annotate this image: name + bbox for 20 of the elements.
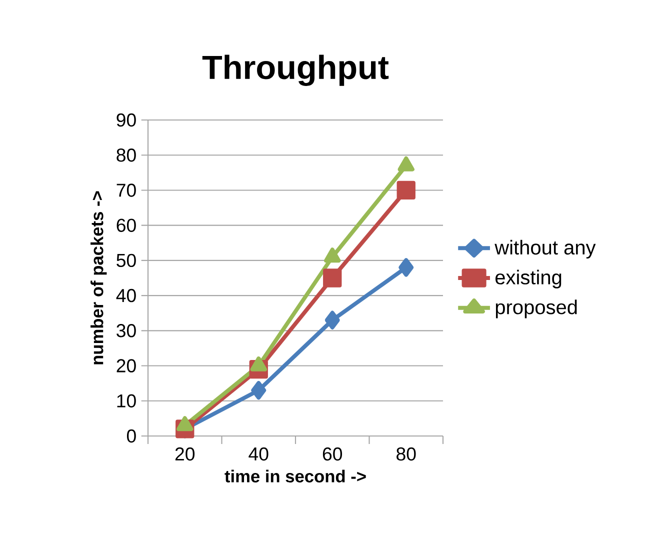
y-tick-label: 40 [116, 288, 136, 302]
chart-title: Throughput [202, 54, 389, 86]
x-tick-label: 60 [322, 447, 342, 461]
y-tick-label: 30 [116, 324, 136, 338]
y-tick-label: 70 [116, 184, 136, 197]
x-axis-title: time in second -> [224, 470, 366, 482]
y-tick-label: 0 [126, 429, 136, 443]
legend-label: without any [494, 240, 596, 259]
x-tick-label: 40 [248, 447, 268, 461]
y-tick-label: 20 [116, 359, 136, 372]
y-tick-label: 90 [116, 113, 136, 127]
y-axis-title: number of packets -> [90, 191, 107, 364]
x-tick-label: 20 [175, 447, 195, 461]
legend-label: proposed [496, 300, 577, 318]
y-tick-label: 60 [116, 218, 136, 232]
legend-label: existing [496, 270, 562, 288]
y-tick-label: 50 [116, 254, 136, 268]
y-tick-label: 80 [116, 148, 136, 162]
x-tick-label: 80 [396, 447, 416, 461]
y-tick-label: 10 [117, 394, 136, 408]
